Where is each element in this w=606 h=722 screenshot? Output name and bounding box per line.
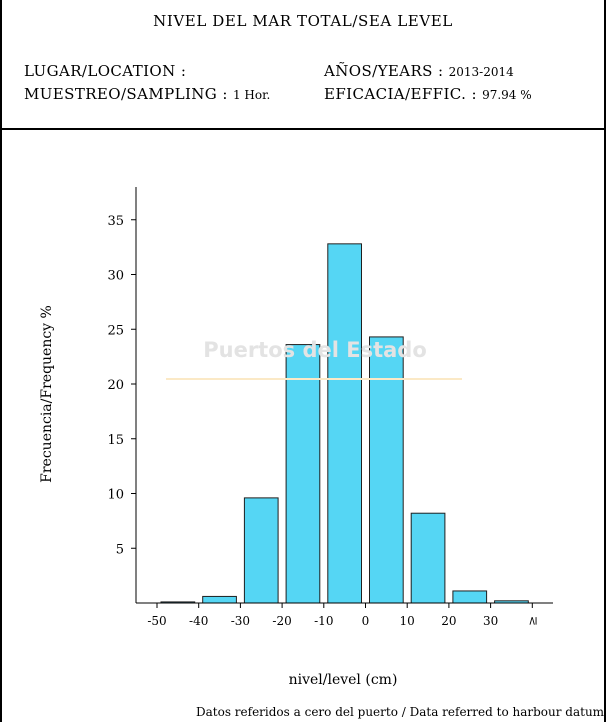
x-axis-label: nivel/level (cm) [289, 672, 398, 688]
location-row: LUGAR/LOCATION : [24, 62, 186, 80]
bar-2 [243, 497, 279, 604]
sampling-label: MUESTREO/SAMPLING : [24, 85, 228, 103]
sampling-row: MUESTREO/SAMPLING : 1 Hor. [24, 85, 270, 103]
x-tick-label: -10 [314, 614, 333, 628]
y-tick-label: 20 [107, 378, 124, 393]
bars-layer [160, 243, 529, 604]
efficacy-label: EFICACIA/EFFIC. : [324, 85, 477, 103]
watermark-swoosh [166, 378, 462, 380]
chart-frame [0, 130, 606, 722]
y-tick-label: 5 [116, 542, 124, 557]
axes-layer: 5 10 15 20 25 30 35 -50 -40 -30 -20 -10 0 10 20 30 ≥ [107, 187, 553, 628]
bar-6 [410, 512, 446, 604]
years-row: AÑOS/YEARS : 2013-2014 [324, 62, 514, 80]
x-tick-label: -20 [272, 614, 291, 628]
y-axis-label: Frecuencia/Frequency % [39, 305, 55, 483]
y-tick-label: 25 [107, 323, 124, 338]
x-tick-label: 0 [362, 614, 370, 628]
x-tick-label: -40 [189, 614, 208, 628]
x-tick-label: 10 [400, 614, 415, 628]
x-tick-label: 20 [441, 614, 456, 628]
efficacy-value: 97.94 % [482, 88, 532, 102]
datum-footnote: Datos referidos a cero del puerto / Data… [196, 705, 605, 719]
bar-1 [202, 595, 237, 604]
sampling-value: 1 Hor. [232, 88, 271, 102]
x-tick-label: -50 [147, 614, 166, 628]
x-tick-label: 30 [483, 614, 498, 628]
bar-7 [452, 590, 488, 604]
years-value: 2013-2014 [448, 65, 514, 79]
histogram-chart: 5 10 15 20 25 30 35 -50 -40 -30 -20 -10 0 10 20 30 ≥ Fre… [39, 187, 553, 688]
efficacy-row: EFICACIA/EFFIC. : 97.94 % [324, 85, 532, 103]
y-tick-label: 15 [107, 433, 124, 448]
location-label: LUGAR/LOCATION : [24, 62, 187, 80]
years-label: AÑOS/YEARS : [324, 62, 444, 80]
x-tick-label: -30 [231, 614, 250, 628]
header-separator [0, 128, 606, 130]
y-tick-label: 30 [107, 269, 124, 284]
bar-3 [285, 344, 321, 604]
y-tick-label: 35 [107, 214, 124, 229]
page-title: NIVEL DEL MAR TOTAL/SEA LEVEL [153, 12, 453, 30]
x-tick-label: ≥ [525, 616, 539, 626]
bar-5 [369, 336, 404, 604]
y-tick-label: 10 [107, 488, 124, 503]
bar-4 [327, 243, 362, 604]
watermark-logo: Puertos del Estado [203, 338, 427, 362]
header-frame [0, 0, 606, 130]
